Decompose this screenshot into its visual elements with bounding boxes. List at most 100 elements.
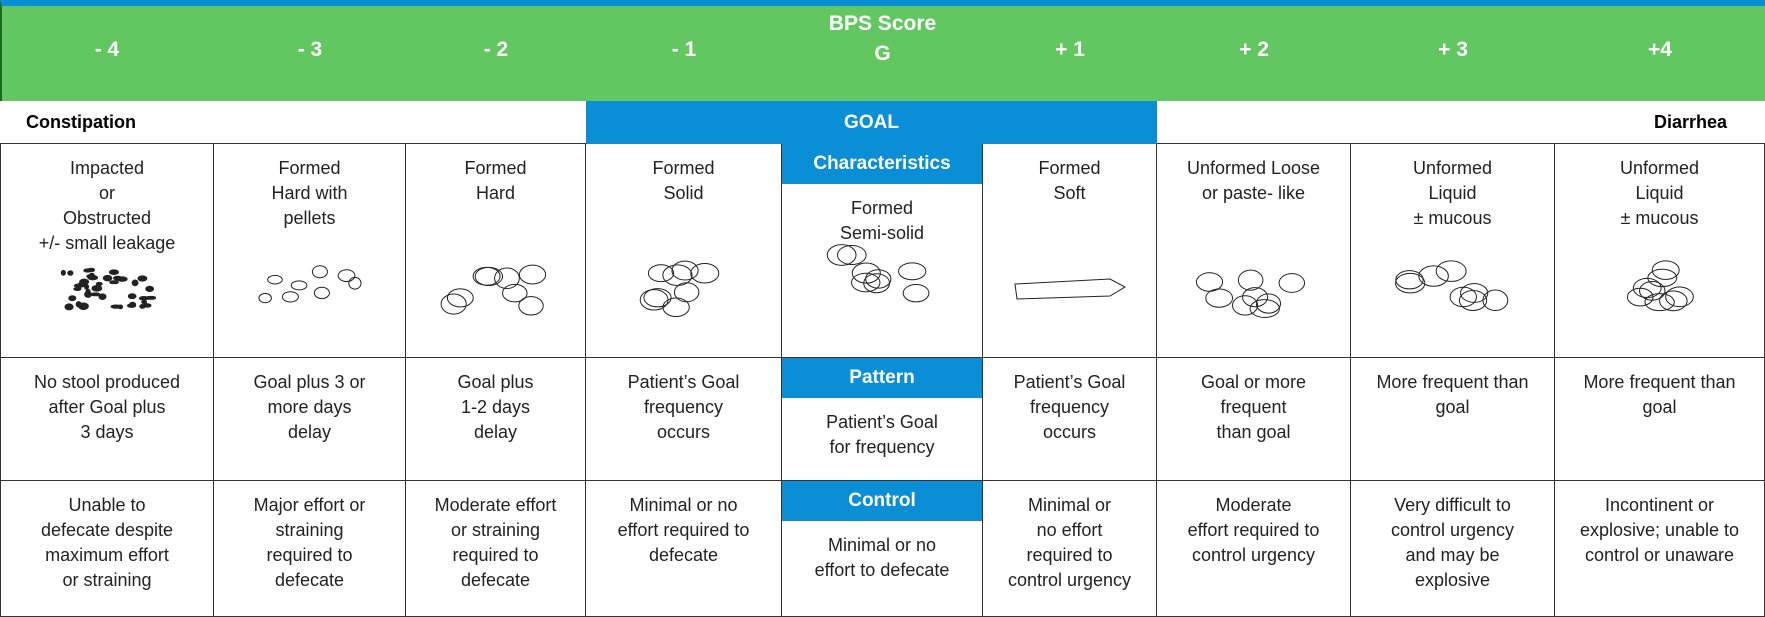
text-line: Solid: [663, 183, 704, 203]
text-line: occurs: [1042, 422, 1096, 442]
cell-text: Patient’s Goal frequency occurs: [590, 370, 777, 445]
text-line: Patient’s Goal: [826, 412, 938, 432]
text-line: defecate: [274, 570, 345, 590]
cell-text: Major effort or straining required to defec…: [218, 493, 401, 593]
score-label: - 2: [483, 38, 509, 61]
text-line: or paste- like: [1201, 183, 1306, 203]
text-line: control urgency: [1390, 520, 1515, 540]
table-cell: Formed Solid: [586, 144, 782, 358]
cell-text: Minimal or no effort required to defecate: [590, 493, 777, 568]
text-line: effort to defecate: [814, 560, 950, 580]
text-line: Minimal or: [1027, 495, 1111, 515]
text-line: frequency: [643, 397, 724, 417]
text-line: Obstructed: [62, 208, 152, 228]
band-left: Constipation: [26, 112, 136, 132]
text-line: 1-2 days: [460, 397, 531, 417]
text-line: Goal or more: [1200, 372, 1307, 392]
text-line: control or unaware: [1584, 545, 1735, 565]
score-label: + 1: [1055, 38, 1085, 61]
text-line: Formed: [464, 158, 527, 178]
table-cell: Patient’s Goal frequency occurs: [983, 358, 1157, 481]
table-cell: Goal plus 3 or more days delay: [214, 358, 406, 481]
band-goal: GOAL: [586, 101, 1157, 144]
cell-text: Formed Solid: [590, 156, 777, 206]
table-cell: Goal plus 1-2 days delay: [406, 358, 586, 481]
text-line: Moderate effort: [434, 495, 557, 515]
text-line: Semi-solid: [839, 223, 925, 243]
stool-illustration: [60, 267, 157, 311]
score-label: G: [874, 42, 891, 65]
text-line: More frequent than: [1376, 372, 1529, 392]
table-cell: Incontinent or explosive; unable to contro…: [1555, 481, 1765, 617]
stool-illustration: [639, 260, 720, 317]
text-line: Moderate: [1215, 495, 1292, 515]
text-line: effort required to: [617, 520, 750, 540]
text-line: Unformed Loose: [1186, 158, 1321, 178]
text-line: Minimal or no: [827, 535, 937, 555]
text-line: Hard: [475, 183, 515, 203]
text-line: than goal: [1216, 422, 1291, 442]
text-line: Goal plus: [457, 372, 534, 392]
text-line: and may be: [1405, 545, 1500, 565]
text-line: occurs: [656, 422, 710, 442]
stool-illustration: [1626, 260, 1694, 312]
text-line: Unformed: [1619, 158, 1700, 178]
score-label: + 2: [1239, 38, 1269, 61]
stool-illustration: [1195, 269, 1306, 318]
cell-text: Formed Hard with pellets: [218, 156, 401, 231]
text-line: goal: [1435, 397, 1470, 417]
text-line: Liquid: [1635, 183, 1684, 203]
text-line: or: [98, 183, 115, 203]
text-line: Patient’s Goal: [627, 372, 740, 392]
text-line: required to: [1026, 545, 1113, 565]
cell-text: Very difficult to control urgency and may …: [1355, 493, 1550, 593]
table-cell: Very difficult to control urgency and may …: [1351, 481, 1555, 617]
stool-illustration: [258, 265, 362, 304]
text-line: Hard with: [271, 183, 348, 203]
text-line: ± mucous: [1620, 208, 1699, 228]
stool-illustration: [1395, 260, 1509, 312]
table-cell: More frequent than goal: [1555, 358, 1765, 481]
cell-text: Formed Hard: [410, 156, 581, 206]
text-line: Formed: [278, 158, 341, 178]
cell-text: Patient’s Goal for frequency: [786, 410, 978, 460]
cell-text: Goal plus 3 or more days delay: [218, 370, 401, 445]
text-line: +/- small leakage: [38, 233, 176, 253]
text-line: required to: [266, 545, 353, 565]
cell-text: Goal or more frequent than goal: [1161, 370, 1346, 445]
text-line: goal: [1642, 397, 1677, 417]
text-line: straining: [275, 520, 344, 540]
cell-text: Minimal or no effort to defecate: [786, 533, 978, 583]
text-line: Formed: [850, 198, 913, 218]
row-label: Control: [782, 481, 982, 521]
text-line: Impacted: [69, 158, 145, 178]
text-line: No stool produced: [33, 372, 181, 392]
text-line: delay: [287, 422, 332, 442]
text-line: Soft: [1053, 183, 1086, 203]
table-cell: Moderate effort required to control urgenc…: [1157, 481, 1351, 617]
text-line: Liquid: [1428, 183, 1477, 203]
text-line: Formed: [1038, 158, 1101, 178]
table-cell: Unformed Liquid ± mucous: [1555, 144, 1765, 358]
table-cell: Major effort or straining required to defec…: [214, 481, 406, 617]
cell-text: Unformed Liquid ± mucous: [1559, 156, 1760, 231]
score-label: - 4: [94, 38, 120, 61]
text-line: Very difficult to: [1394, 495, 1511, 515]
text-line: effort required to: [1187, 520, 1320, 540]
text-line: defecate: [648, 545, 719, 565]
table-cell: Patient’s Goal frequency occurs: [586, 358, 782, 481]
stool-illustration: [1014, 278, 1127, 300]
score-label: - 3: [297, 38, 323, 61]
band-right: Diarrhea: [1653, 112, 1727, 132]
cell-text: Unformed Loose or paste- like: [1161, 156, 1346, 206]
text-line: Incontinent or: [1604, 495, 1715, 515]
text-line: no effort: [1036, 520, 1103, 540]
text-line: delay: [473, 422, 518, 442]
stool-illustration: [440, 264, 547, 316]
table-cell: Minimal or no effort required to control ur…: [983, 481, 1157, 617]
text-line: or straining: [62, 570, 152, 590]
table-cell: Control Minimal or no effort to defecate: [782, 481, 983, 617]
text-line: defecate despite: [40, 520, 174, 540]
text-line: Minimal or no: [629, 495, 738, 515]
